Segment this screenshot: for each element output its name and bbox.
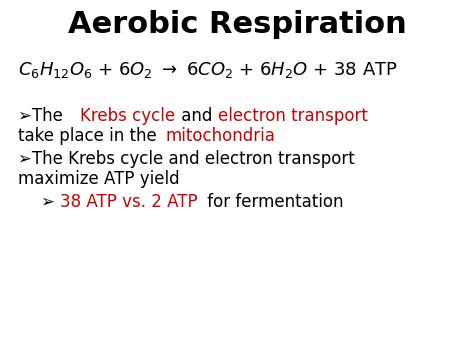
Text: take place in the: take place in the [18,127,162,145]
Text: mitochondria: mitochondria [166,127,276,145]
Text: $C_6H_{12}O_6$ + $6O_2$ $\rightarrow$ $6CO_2$ + $6H_2O$ + 38 ATP: $C_6H_{12}O_6$ + $6O_2$ $\rightarrow$ $6… [18,60,398,80]
Text: electron transport: electron transport [218,107,368,125]
Text: ➢The: ➢The [18,107,68,125]
Text: 38 ATP vs. 2 ATP: 38 ATP vs. 2 ATP [60,193,198,211]
Text: Aerobic Respiration: Aerobic Respiration [68,10,406,39]
Text: ➢The Krebs cycle and electron transport: ➢The Krebs cycle and electron transport [18,150,355,168]
Text: for fermentation: for fermentation [202,193,344,211]
Text: ➢: ➢ [40,193,54,211]
Text: Krebs cycle: Krebs cycle [80,107,175,125]
Text: and: and [176,107,218,125]
Text: maximize ATP yield: maximize ATP yield [18,170,180,188]
